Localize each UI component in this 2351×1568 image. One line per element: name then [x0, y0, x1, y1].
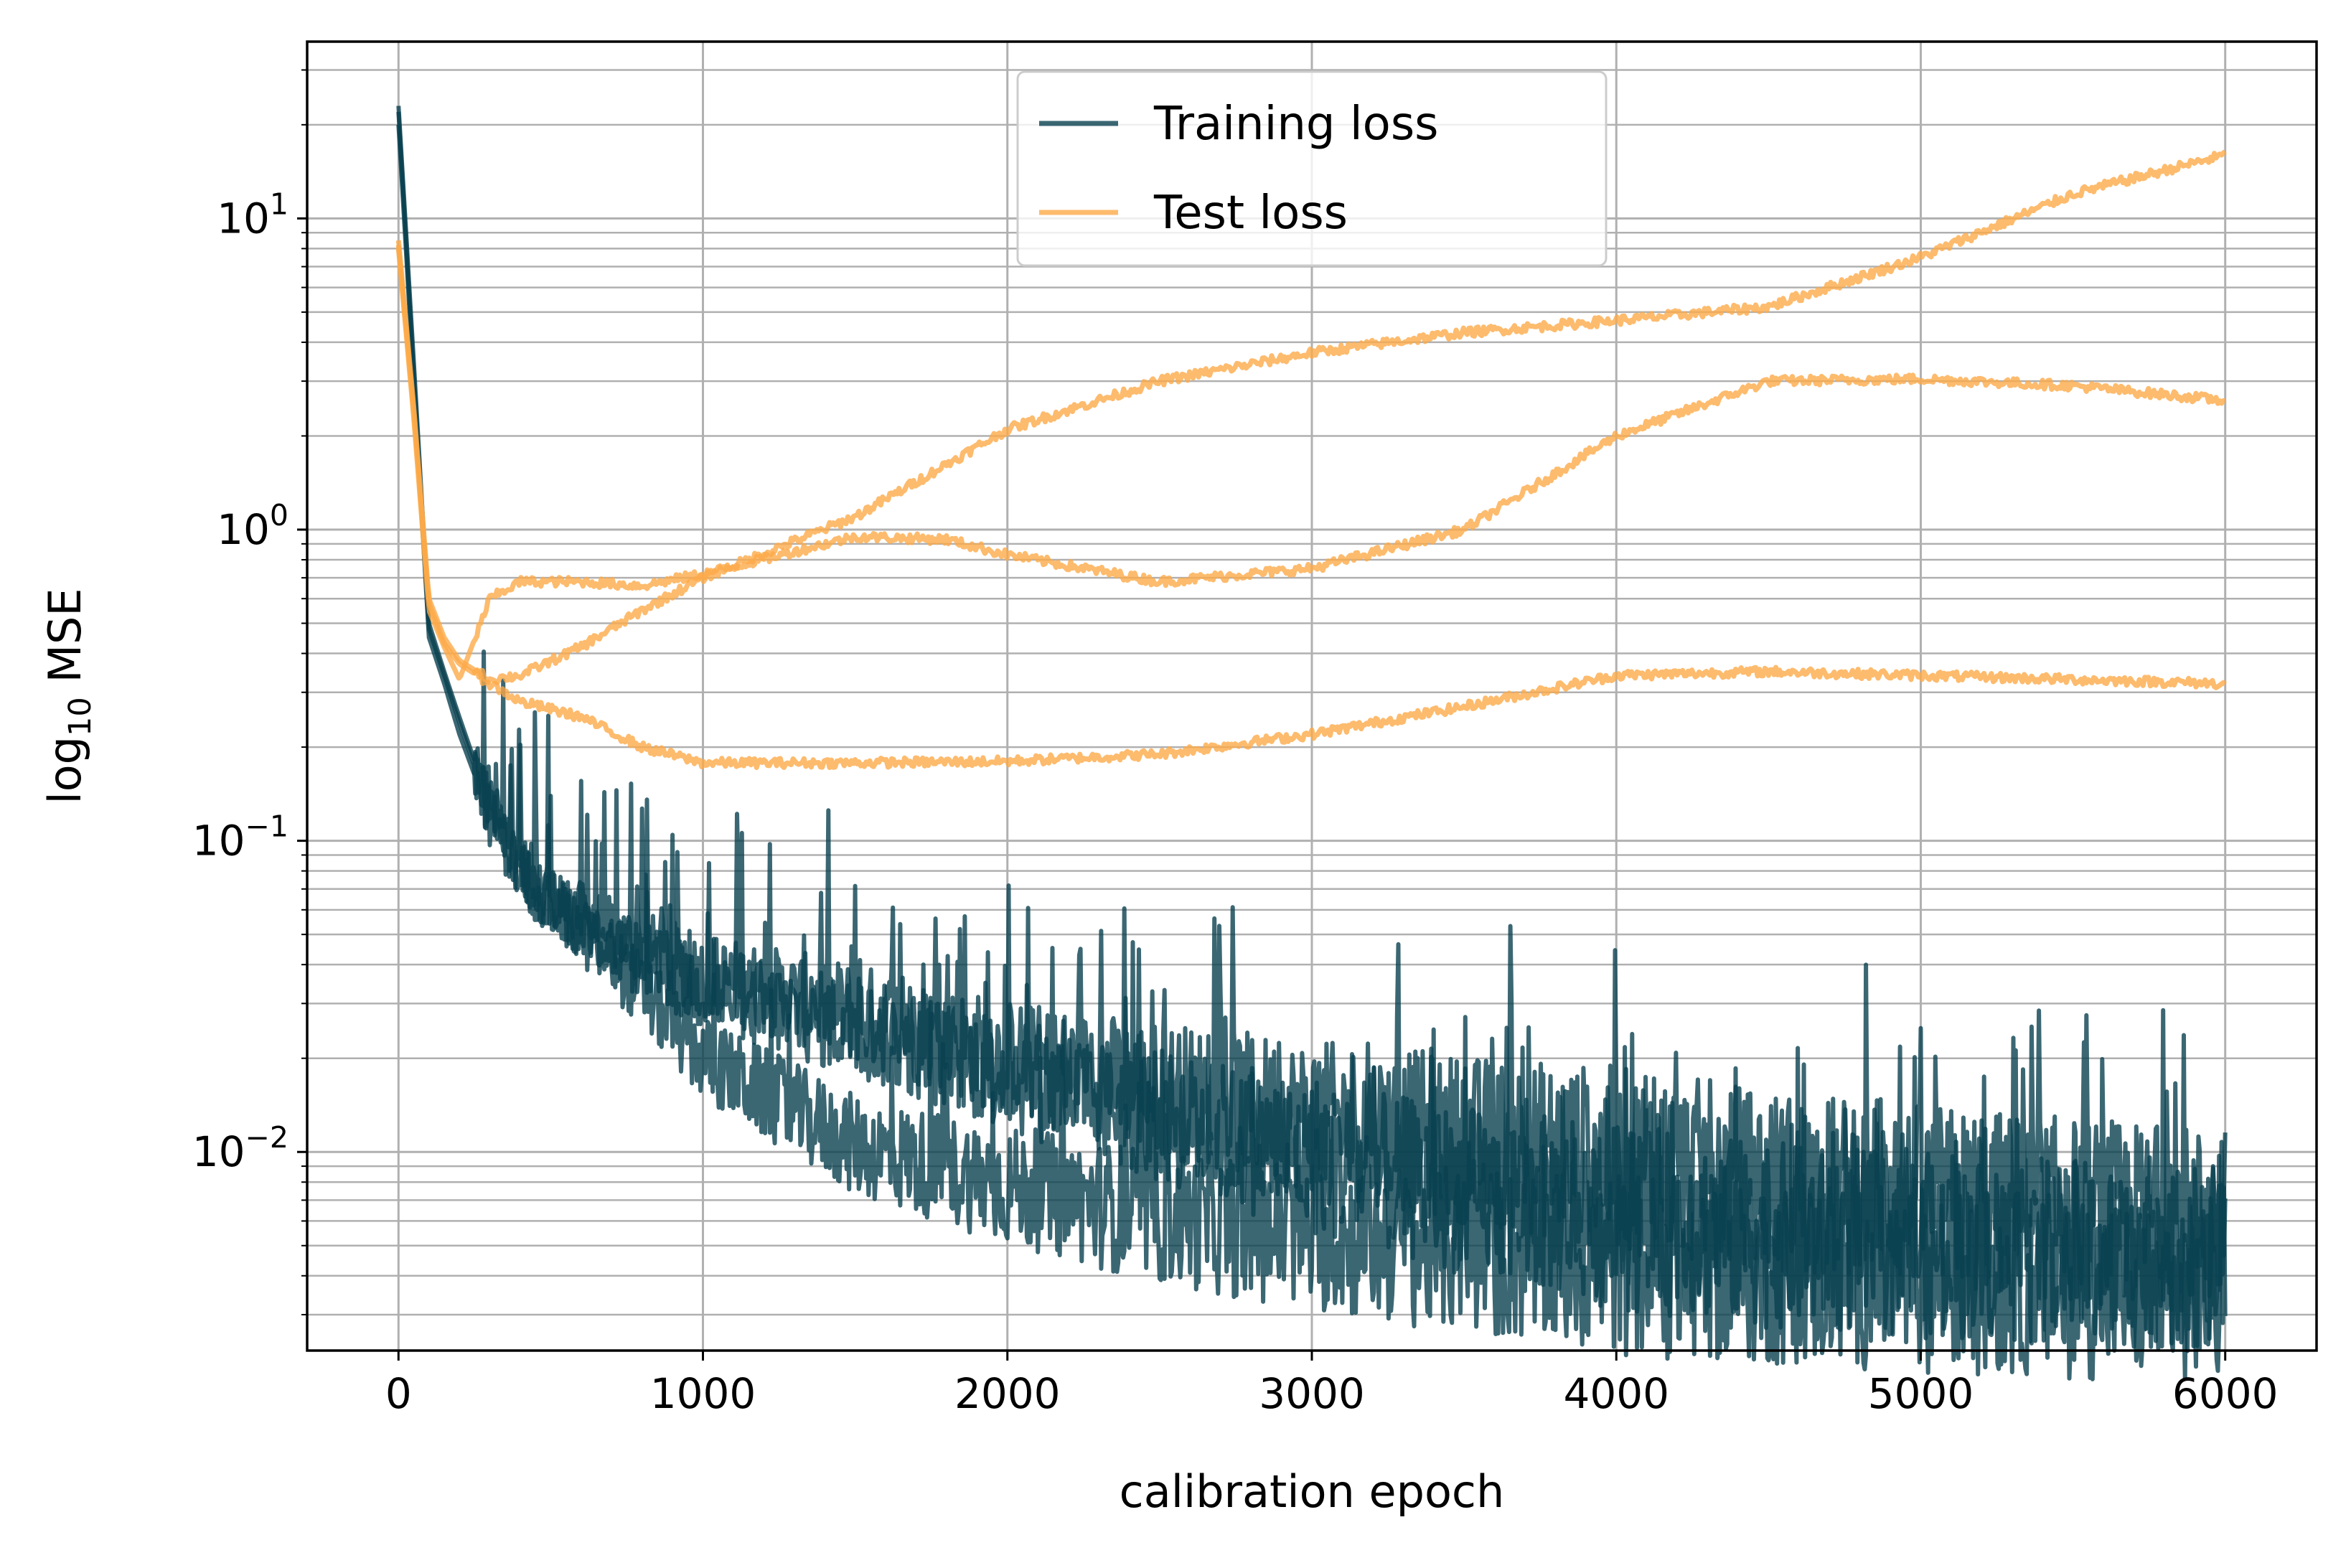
y-axis-label: log10 MSE	[39, 588, 98, 804]
test-loss-line	[395, 245, 2227, 770]
x-tick-label: 1000	[650, 1369, 756, 1418]
x-tick-label: 0	[385, 1369, 412, 1418]
x-axis-label: calibration epoch	[1120, 1465, 1505, 1518]
y-tick-label: 101	[217, 187, 288, 243]
series-lines	[395, 105, 2228, 1381]
x-tick-label: 6000	[2172, 1369, 2279, 1418]
test-loss-line	[395, 149, 2227, 685]
x-tick-label: 5000	[1868, 1369, 1974, 1418]
x-tick-label: 2000	[954, 1369, 1061, 1418]
legend-label: Test loss	[1153, 187, 1348, 240]
test-loss-line	[395, 248, 2226, 681]
y-tick-label: 100	[217, 498, 288, 554]
legend: Training loss Test loss	[1016, 70, 1608, 267]
x-tick-label: 3000	[1259, 1369, 1365, 1418]
legend-box	[1016, 70, 1608, 267]
y-axis-label-suffix: MSE	[39, 588, 91, 698]
ticks: 0 1000 2000 3000 4000 5000 6000 10−2 10−1 100 101	[192, 69, 2279, 1418]
y-tick-label: 10−1	[192, 809, 288, 865]
y-axis-label-prefix: log	[39, 736, 91, 804]
y-axis-label-subscript: 10	[62, 697, 98, 736]
y-tick-label: 10−2	[192, 1120, 288, 1176]
legend-label: Training loss	[1153, 98, 1439, 151]
x-tick-label: 4000	[1563, 1369, 1669, 1418]
training-loss-line	[396, 124, 2228, 1381]
training-loss-line	[396, 111, 2228, 1353]
